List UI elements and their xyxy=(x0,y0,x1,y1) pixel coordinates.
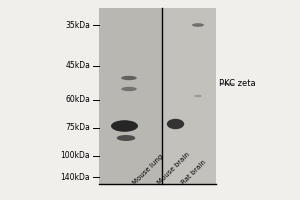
Text: Mouse brain: Mouse brain xyxy=(156,151,190,186)
Text: 100kDa: 100kDa xyxy=(60,152,90,160)
Ellipse shape xyxy=(117,135,135,141)
Text: PKC zeta: PKC zeta xyxy=(219,79,256,88)
Ellipse shape xyxy=(111,120,138,132)
Text: 140kDa: 140kDa xyxy=(60,172,90,182)
Ellipse shape xyxy=(192,23,204,27)
Ellipse shape xyxy=(121,76,137,80)
Text: 35kDa: 35kDa xyxy=(65,21,90,29)
Ellipse shape xyxy=(121,87,137,91)
Bar xyxy=(162,8,216,184)
Text: 45kDa: 45kDa xyxy=(65,62,90,71)
Bar xyxy=(99,8,162,184)
Text: Rat brain: Rat brain xyxy=(180,159,207,186)
Ellipse shape xyxy=(194,95,202,97)
Ellipse shape xyxy=(167,119,184,129)
Text: 60kDa: 60kDa xyxy=(65,96,90,104)
Text: Mouse lung: Mouse lung xyxy=(132,153,165,186)
Text: 75kDa: 75kDa xyxy=(65,123,90,132)
